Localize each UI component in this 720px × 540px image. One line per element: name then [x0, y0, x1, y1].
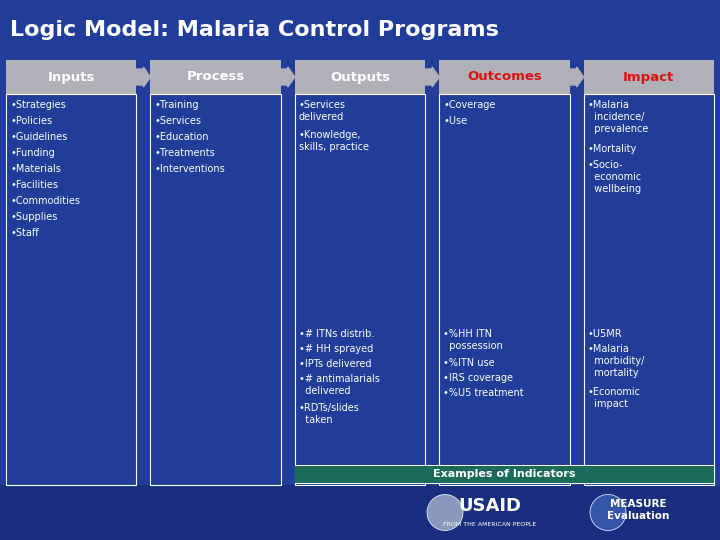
- Text: •Guidelines: •Guidelines: [10, 132, 68, 142]
- Text: •Funding: •Funding: [10, 148, 55, 158]
- Circle shape: [590, 495, 626, 530]
- Text: Impact: Impact: [624, 71, 675, 84]
- Text: •Supplies: •Supplies: [10, 212, 58, 222]
- Text: •Treatments: •Treatments: [154, 148, 215, 158]
- FancyBboxPatch shape: [6, 60, 136, 94]
- Text: •%HH ITN
  possession: •%HH ITN possession: [444, 329, 503, 351]
- Text: •Use: •Use: [444, 116, 467, 126]
- Text: Outputs: Outputs: [330, 71, 390, 84]
- FancyBboxPatch shape: [150, 60, 281, 94]
- Text: •Interventions: •Interventions: [154, 164, 225, 174]
- Text: •Commodities: •Commodities: [10, 196, 80, 206]
- FancyBboxPatch shape: [439, 60, 570, 94]
- FancyArrow shape: [570, 67, 584, 87]
- FancyBboxPatch shape: [150, 94, 281, 485]
- Text: •Materials: •Materials: [10, 164, 61, 174]
- Text: •Education: •Education: [154, 132, 209, 142]
- Text: •# antimalarials
  delivered: •# antimalarials delivered: [299, 374, 379, 396]
- Text: •U5MR: •U5MR: [588, 329, 622, 339]
- Text: Logic Model: Malaria Control Programs: Logic Model: Malaria Control Programs: [10, 20, 499, 40]
- Text: Examples of Indicators: Examples of Indicators: [433, 469, 576, 479]
- Text: •IPTs delivered: •IPTs delivered: [299, 359, 372, 369]
- Text: MEASURE
Evaluation: MEASURE Evaluation: [607, 498, 669, 521]
- Text: Process: Process: [186, 71, 245, 84]
- FancyBboxPatch shape: [294, 60, 426, 94]
- Text: •Socio-
  economic
  wellbeing: •Socio- economic wellbeing: [588, 160, 641, 194]
- FancyBboxPatch shape: [439, 94, 570, 485]
- Text: •Mortality: •Mortality: [588, 144, 637, 154]
- Text: •IRS coverage: •IRS coverage: [444, 373, 513, 383]
- Text: •Facilities: •Facilities: [10, 180, 58, 190]
- Text: •Services
delivered: •Services delivered: [299, 100, 346, 122]
- Text: FROM THE AMERICAN PEOPLE: FROM THE AMERICAN PEOPLE: [444, 522, 536, 527]
- Text: •Training: •Training: [154, 100, 199, 110]
- Text: •Economic
  impact: •Economic impact: [588, 387, 641, 409]
- Text: •RDTs/slides
  taken: •RDTs/slides taken: [299, 403, 360, 425]
- FancyArrow shape: [136, 67, 150, 87]
- Text: •Policies: •Policies: [10, 116, 52, 126]
- FancyBboxPatch shape: [0, 0, 720, 60]
- FancyBboxPatch shape: [6, 94, 136, 485]
- Text: •Strategies: •Strategies: [10, 100, 66, 110]
- Text: •Staff: •Staff: [10, 228, 39, 238]
- FancyArrow shape: [281, 67, 294, 87]
- FancyArrow shape: [426, 67, 439, 87]
- Text: Inputs: Inputs: [48, 71, 95, 84]
- Text: Outcomes: Outcomes: [467, 71, 541, 84]
- FancyBboxPatch shape: [584, 94, 714, 485]
- FancyBboxPatch shape: [294, 94, 426, 485]
- Text: USAID: USAID: [459, 497, 521, 515]
- Text: •Services: •Services: [154, 116, 202, 126]
- Circle shape: [427, 495, 463, 530]
- Text: •%U5 treatment: •%U5 treatment: [444, 388, 524, 398]
- Text: •Coverage: •Coverage: [444, 100, 495, 110]
- Text: •Malaria
  morbidity/
  mortality: •Malaria morbidity/ mortality: [588, 344, 644, 378]
- FancyBboxPatch shape: [294, 465, 714, 483]
- Text: •Knowledge,
skills, practice: •Knowledge, skills, practice: [299, 130, 369, 152]
- Text: •# ITNs distrib.: •# ITNs distrib.: [299, 329, 374, 339]
- FancyBboxPatch shape: [0, 485, 720, 540]
- Text: •%ITN use: •%ITN use: [444, 358, 495, 368]
- Text: •Malaria
  incidence/
  prevalence: •Malaria incidence/ prevalence: [588, 100, 648, 134]
- FancyBboxPatch shape: [584, 60, 714, 94]
- Text: •# HH sprayed: •# HH sprayed: [299, 344, 373, 354]
